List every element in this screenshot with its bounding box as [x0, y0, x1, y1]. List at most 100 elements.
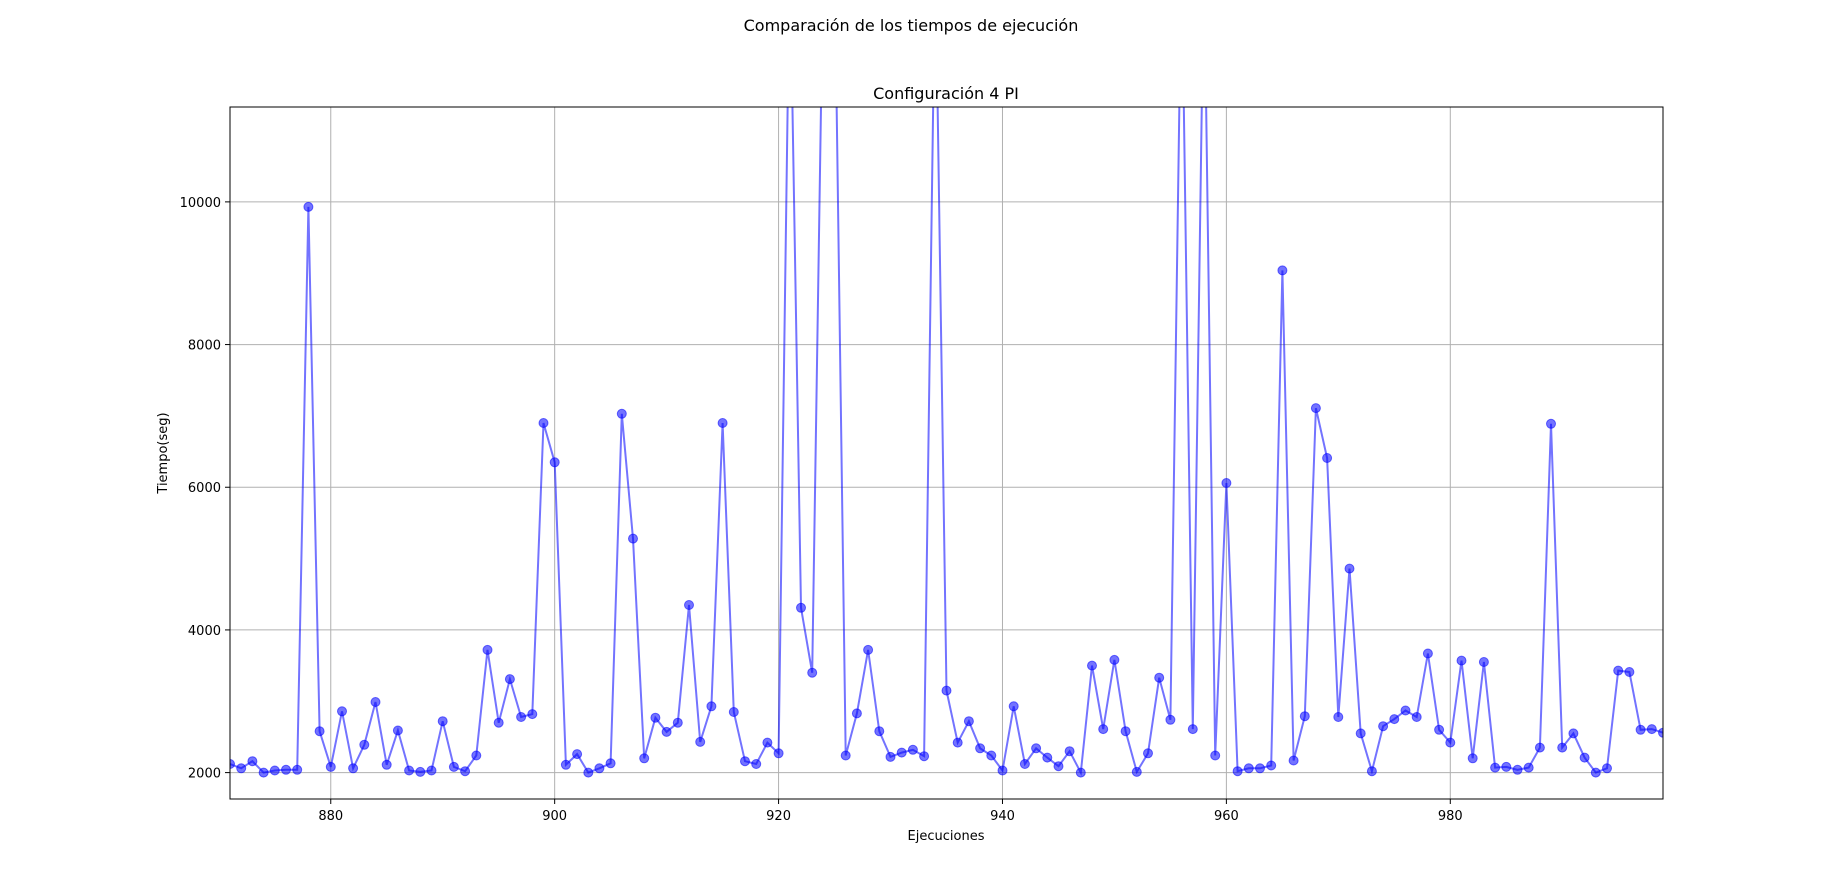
- data-point: [1658, 727, 1663, 738]
- data-point: [1434, 724, 1445, 735]
- data-point: [1635, 724, 1646, 735]
- y-tick-label: 4000: [188, 624, 221, 639]
- data-point: [572, 749, 583, 760]
- data-point: [639, 753, 650, 764]
- data-point: [1467, 753, 1478, 764]
- data-point: [230, 759, 235, 769]
- data-point: [348, 763, 359, 774]
- data-point: [247, 756, 258, 767]
- data-point: [807, 667, 818, 678]
- data-point: [258, 767, 269, 778]
- data-point: [1165, 714, 1176, 725]
- data-point: [404, 765, 415, 776]
- data-point: [1255, 763, 1265, 774]
- data-point: [874, 726, 885, 737]
- data-point: [292, 764, 303, 775]
- data-point: [1568, 728, 1579, 739]
- data-point: [863, 644, 874, 655]
- data-point: [303, 201, 314, 212]
- data-point: [1366, 766, 1377, 777]
- data-point: [516, 712, 527, 722]
- data-point: [1221, 478, 1232, 488]
- data-point: [695, 736, 706, 747]
- data-point: [269, 765, 280, 776]
- data-point: [1546, 418, 1556, 429]
- data-point: [1501, 761, 1512, 772]
- axes-frame: [229, 106, 1664, 800]
- data-point: [314, 726, 325, 737]
- data-point: [1143, 748, 1153, 759]
- data-point: [885, 751, 896, 762]
- data-point: [1310, 403, 1321, 414]
- data-point: [1490, 762, 1501, 773]
- data-point: [907, 744, 918, 755]
- y-tick-label: 2000: [188, 767, 221, 782]
- data-point: [1232, 766, 1243, 777]
- data-point: [751, 759, 762, 769]
- data-point: [1288, 755, 1299, 766]
- y-tick-label: 6000: [188, 481, 221, 496]
- data-point: [437, 716, 448, 727]
- x-axis-ticks: 880 900 920 940 960 980: [318, 799, 1463, 824]
- data-point: [1098, 724, 1109, 735]
- data-point: [236, 763, 247, 774]
- data-point: [1590, 767, 1601, 778]
- data-point: [616, 408, 627, 419]
- data-point: [1411, 712, 1422, 722]
- data-point: [1557, 742, 1568, 753]
- data-point: [1109, 654, 1120, 665]
- y-axis-ticks: 2000 4000 6000 8000 10000: [180, 196, 230, 782]
- data-point: [1187, 724, 1198, 735]
- data-point: [448, 761, 459, 772]
- data-point: [952, 737, 963, 748]
- data-point: [560, 759, 571, 770]
- data-point: [840, 750, 851, 761]
- data-point: [1624, 667, 1635, 677]
- data-point: [1322, 453, 1333, 463]
- data-point: [1299, 711, 1310, 722]
- data-point: [672, 717, 683, 728]
- data-point: [717, 418, 728, 428]
- data-point: [493, 717, 504, 728]
- data-point: [426, 765, 437, 776]
- data-point: [381, 759, 392, 770]
- series-points: [230, 201, 1663, 778]
- data-point: [1333, 712, 1344, 722]
- chart-title: Configuración 4 PI: [873, 84, 1019, 103]
- data-point: [1053, 761, 1064, 772]
- data-point: [392, 725, 403, 736]
- data-point: [538, 418, 549, 428]
- data-point: [762, 737, 773, 748]
- data-point: [1445, 737, 1456, 748]
- data-point: [1534, 742, 1545, 753]
- data-point: [728, 707, 739, 717]
- data-point: [482, 644, 493, 655]
- data-point: [1602, 763, 1612, 774]
- data-point: [851, 708, 862, 719]
- data-point: [1075, 767, 1086, 778]
- data-point: [796, 602, 806, 613]
- data-point: [773, 748, 784, 759]
- data-point: [1646, 724, 1657, 735]
- data-point: [460, 766, 471, 777]
- data-point: [997, 765, 1008, 776]
- data-point: [370, 697, 381, 707]
- x-tick-label: 900: [542, 809, 567, 824]
- data-point: [1523, 762, 1534, 773]
- data-point: [1008, 701, 1019, 712]
- data-point: [415, 766, 426, 777]
- data-point: [1456, 655, 1467, 666]
- data-point: [684, 600, 694, 610]
- data-point: [504, 674, 515, 685]
- series-line: [230, 107, 1663, 776]
- data-point: [281, 764, 291, 775]
- data-point: [1064, 746, 1075, 757]
- data-point: [1154, 672, 1165, 683]
- data-point: [1355, 728, 1366, 739]
- data-point: [1389, 714, 1400, 725]
- data-point: [1613, 665, 1624, 676]
- data-point: [1042, 752, 1053, 763]
- data-point: [661, 726, 672, 737]
- data-point: [605, 758, 616, 769]
